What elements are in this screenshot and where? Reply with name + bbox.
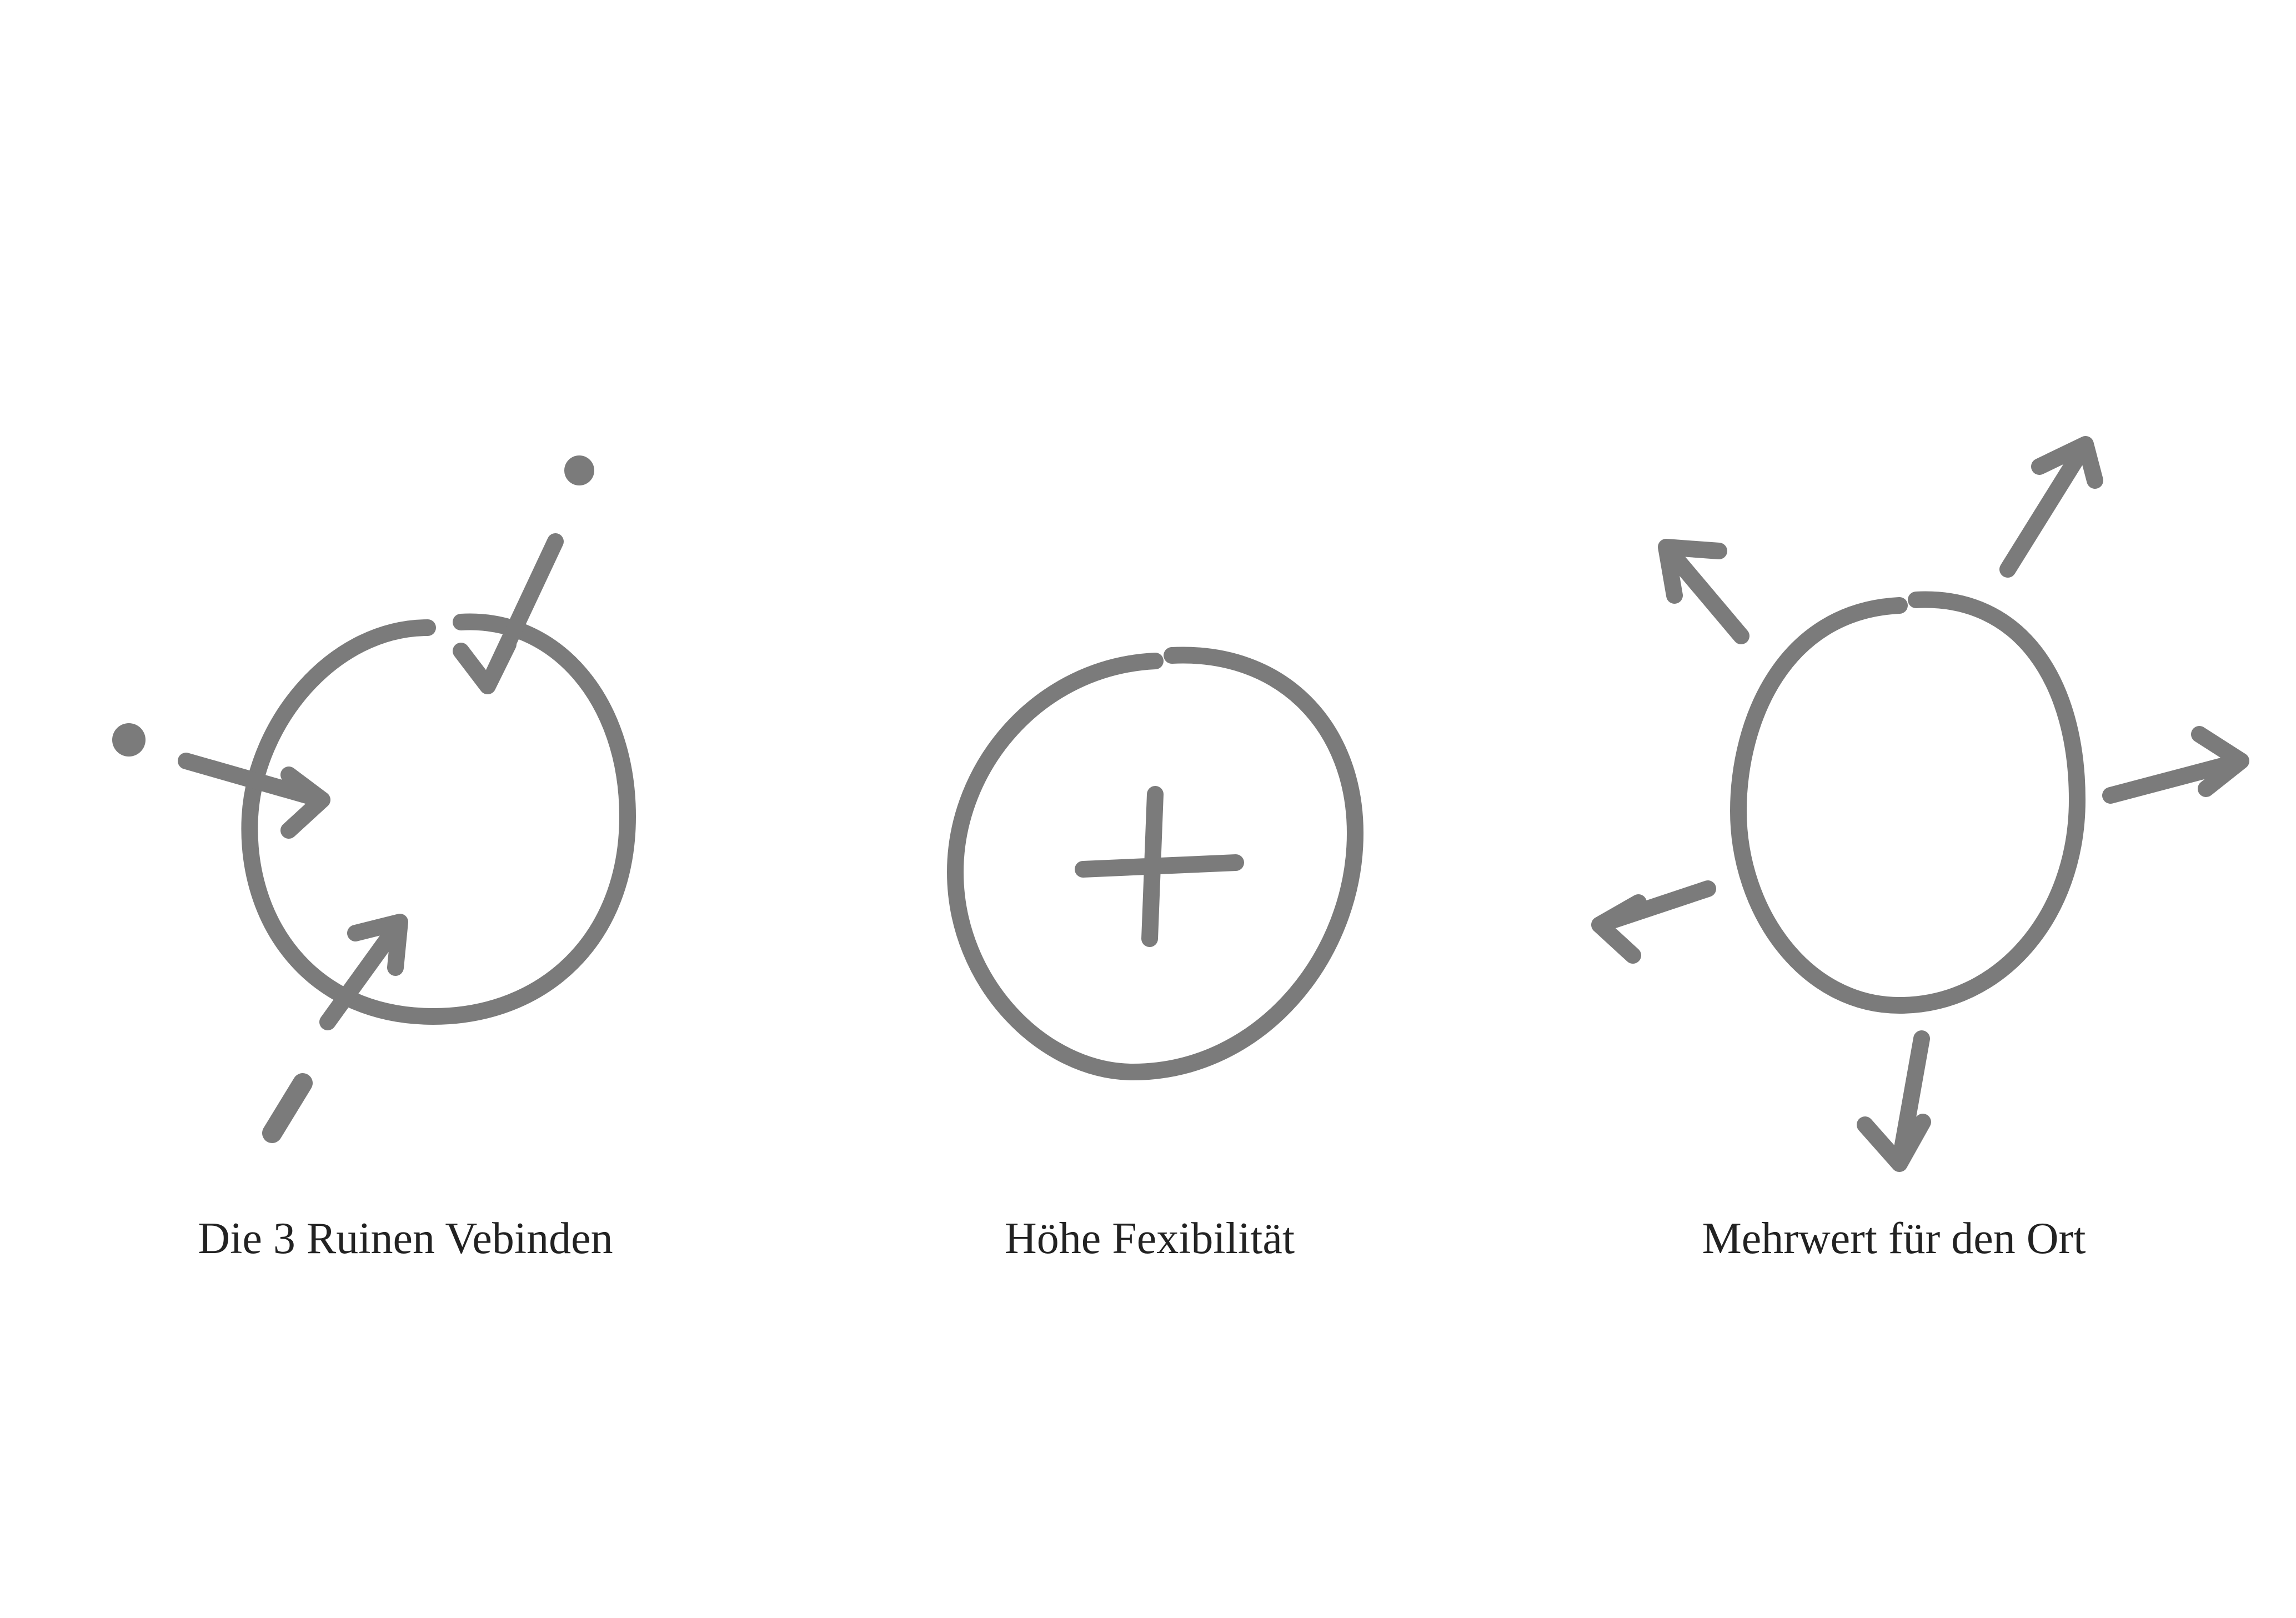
arrow-outward-left xyxy=(1591,880,1716,964)
arrow-outward-top-right xyxy=(1999,436,2103,578)
ruin-dot-top xyxy=(564,455,594,485)
concept-added-value xyxy=(1591,436,2249,1172)
ruins-circle xyxy=(241,613,636,1025)
ruin-dot-left xyxy=(112,723,146,757)
concept-connect-ruins xyxy=(112,455,636,1143)
plus-icon xyxy=(1075,786,1244,947)
flexibility-circle xyxy=(947,647,1363,1080)
arrow-inward-top xyxy=(453,533,564,694)
value-circle xyxy=(1730,591,2086,1014)
arrow-outward-right xyxy=(2102,726,2249,804)
arrow-outward-bottom xyxy=(1857,1030,1931,1172)
arrow-outward-top-left xyxy=(1658,539,1749,644)
arrow-inward-bottom xyxy=(319,914,408,1030)
ruin-dot-bottom xyxy=(262,1073,313,1143)
caption-added-value: Mehrwert für den Ort xyxy=(1702,1214,2086,1263)
concept-flexibility xyxy=(947,647,1363,1080)
arrow-inward-left xyxy=(178,753,330,839)
caption-flexibility: Höhe Fexibilität xyxy=(1004,1214,1295,1263)
caption-connect-ruins: Die 3 Ruinen Vebinden xyxy=(198,1214,613,1263)
